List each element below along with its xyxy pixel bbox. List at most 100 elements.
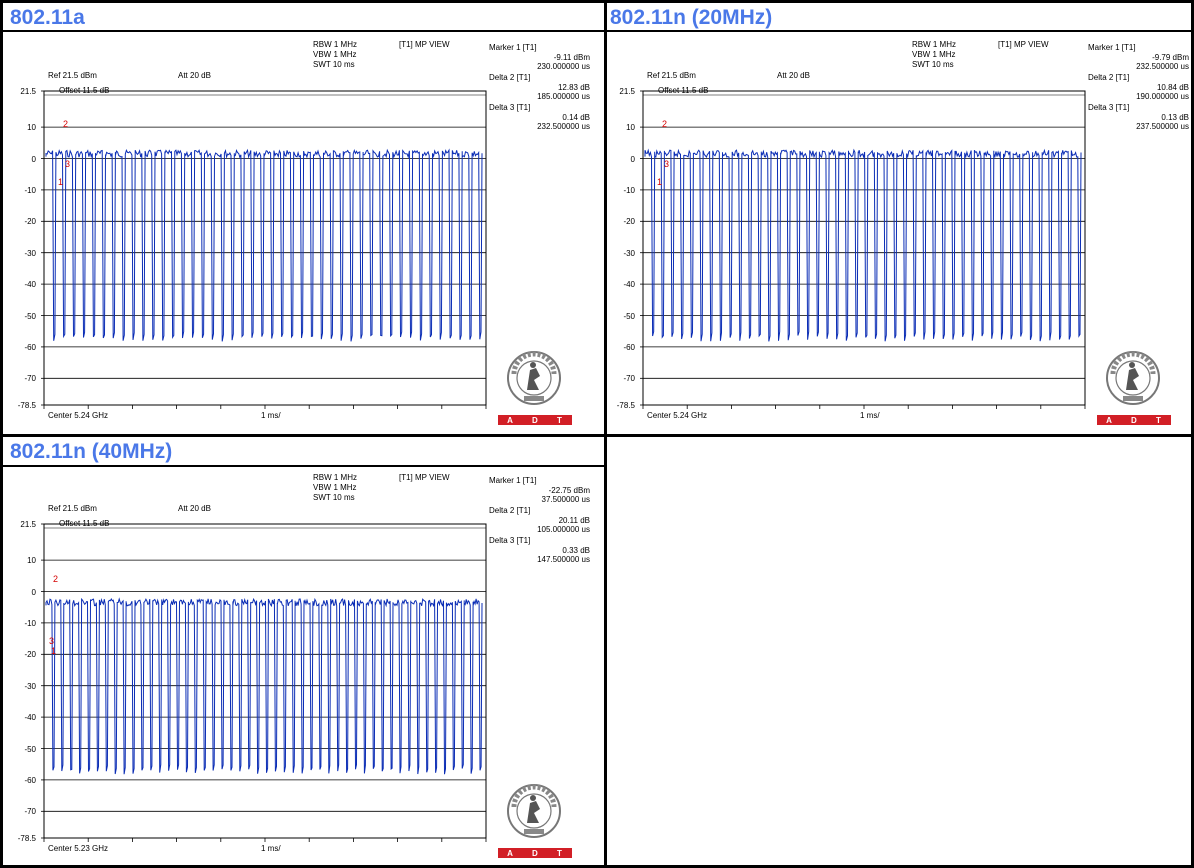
adt-badge-letter: D xyxy=(1131,415,1138,425)
view-label: [T1] MP VIEW xyxy=(998,40,1049,49)
marker1-time: 232.500000 us xyxy=(1136,62,1189,71)
delta3-time: 147.500000 us xyxy=(537,555,590,564)
y-tick-label: -40 xyxy=(24,280,36,290)
y-tick-label: -50 xyxy=(623,311,635,321)
certification-seal xyxy=(507,784,561,838)
y-tick-label: -78.5 xyxy=(17,834,36,843)
y-tick-label: -10 xyxy=(24,618,36,628)
marker-2: 2 xyxy=(662,119,668,129)
marker-2: 2 xyxy=(53,574,59,584)
spectrum-plot xyxy=(41,90,487,409)
attenuation-label: Att 20 dB xyxy=(178,71,211,80)
marker1-label: Marker 1 [T1] xyxy=(489,43,537,52)
y-tick-label: -20 xyxy=(24,650,36,660)
delta2-time: 105.000000 us xyxy=(537,525,590,534)
marker-1: 1 xyxy=(58,177,64,187)
panel-title-802-11n-20mhz: 802.11n (20MHz) xyxy=(610,6,773,29)
view-label: [T1] MP VIEW xyxy=(399,40,450,49)
spectrum-plot xyxy=(41,523,487,842)
spectrum-panel: RBW 1 MHz VBW 1 MHz SWT 10 ms [T1] MP VIEW R… xyxy=(8,38,598,428)
y-tick-label: -78.5 xyxy=(17,401,36,410)
view-label: [T1] MP VIEW xyxy=(399,473,450,482)
y-tick-label: -10 xyxy=(24,185,36,195)
marker-1: 1 xyxy=(657,177,663,187)
y-tick-label: -60 xyxy=(24,342,36,352)
y-tick-label: 21.5 xyxy=(20,520,36,529)
y-tick-label: -78.5 xyxy=(616,401,635,410)
marker-3: 3 xyxy=(49,636,55,646)
rbw-label: RBW 1 MHz xyxy=(912,40,956,49)
y-tick-label: 21.5 xyxy=(20,87,36,96)
delta2-level: 10.84 dB xyxy=(1156,83,1189,92)
span-label: 1 ms/ xyxy=(261,411,281,420)
y-tick-label: 0 xyxy=(31,154,36,164)
row-divider xyxy=(3,434,1191,437)
span-label: 1 ms/ xyxy=(860,411,880,420)
plot-frame xyxy=(642,90,1086,406)
panel-title-802-11a: 802.11a xyxy=(10,6,85,29)
attenuation-label: Att 20 dB xyxy=(178,504,211,513)
marker1-time: 230.000000 us xyxy=(537,62,590,71)
adt-badge-letter: T xyxy=(556,415,563,425)
marker1-label: Marker 1 [T1] xyxy=(1088,43,1136,52)
y-tick-label: -30 xyxy=(24,681,36,691)
adt-badge-letter: D xyxy=(532,415,539,425)
y-tick-label: -40 xyxy=(623,280,635,290)
marker1-level: -9.11 dBm xyxy=(553,53,590,62)
panel-title-802-11n-40mhz: 802.11n (40MHz) xyxy=(10,440,173,463)
delta3-level: 0.13 dB xyxy=(1161,113,1189,122)
y-tick-label: -60 xyxy=(24,775,36,785)
delta2-level: 12.83 dB xyxy=(557,83,590,92)
marker1-label: Marker 1 [T1] xyxy=(489,476,537,485)
certification-seal xyxy=(507,351,561,405)
center-frequency-label: Center 5.23 GHz xyxy=(48,844,109,853)
center-frequency-label: Center 5.24 GHz xyxy=(48,411,109,420)
adt-badge-letter: A xyxy=(1106,415,1113,425)
ref-level-label: Ref 21.5 dBm xyxy=(647,71,696,80)
center-frequency-label: Center 5.24 GHz xyxy=(647,411,708,420)
y-tick-label: 0 xyxy=(31,587,36,597)
swt-label: SWT 10 ms xyxy=(313,493,355,502)
y-tick-label: -30 xyxy=(24,248,36,258)
swt-label: SWT 10 ms xyxy=(313,60,355,69)
measurement-trace xyxy=(45,597,483,775)
delta2-time: 190.000000 us xyxy=(1136,92,1189,101)
title-divider-top xyxy=(3,30,1191,32)
marker-3: 3 xyxy=(65,159,71,169)
span-label: 1 ms/ xyxy=(261,844,281,853)
y-tick-label: -10 xyxy=(623,185,635,195)
ref-level-label: Ref 21.5 dBm xyxy=(48,504,97,513)
y-tick-label: 10 xyxy=(626,123,635,133)
y-tick-label: -40 xyxy=(24,713,36,723)
measurement-trace xyxy=(45,148,483,342)
certification-seal xyxy=(1106,351,1160,405)
spectrum-plot xyxy=(640,90,1086,409)
delta3-time: 232.500000 us xyxy=(537,122,590,131)
spectrum-panel: RBW 1 MHz VBW 1 MHz SWT 10 ms [T1] MP VIEW R… xyxy=(607,38,1194,428)
vbw-label: VBW 1 MHz xyxy=(313,50,357,59)
adt-badge-letter: D xyxy=(532,848,539,858)
delta3-level: 0.33 dB xyxy=(562,546,590,555)
y-tick-label: -60 xyxy=(623,342,635,352)
adt-badge-letter: T xyxy=(556,848,563,858)
delta2-label: Delta 2 [T1] xyxy=(489,506,531,515)
y-tick-label: -50 xyxy=(24,744,36,754)
delta3-level: 0.14 dB xyxy=(562,113,590,122)
delta3-label: Delta 3 [T1] xyxy=(489,103,531,112)
delta2-level: 20.11 dB xyxy=(558,516,590,525)
y-tick-label: 10 xyxy=(27,123,36,133)
y-tick-label: -20 xyxy=(24,217,36,227)
delta2-label: Delta 2 [T1] xyxy=(489,73,531,82)
adt-badge-letter: A xyxy=(507,848,514,858)
delta2-time: 185.000000 us xyxy=(537,92,590,101)
delta3-label: Delta 3 [T1] xyxy=(1088,103,1130,112)
vbw-label: VBW 1 MHz xyxy=(912,50,956,59)
marker1-level: -9.79 dBm xyxy=(1152,53,1189,62)
y-tick-label: -70 xyxy=(623,374,635,384)
marker-2: 2 xyxy=(63,119,69,129)
y-tick-label: -20 xyxy=(623,217,635,227)
spectrum-panel: RBW 1 MHz VBW 1 MHz SWT 10 ms [T1] MP VIEW R… xyxy=(8,471,598,861)
